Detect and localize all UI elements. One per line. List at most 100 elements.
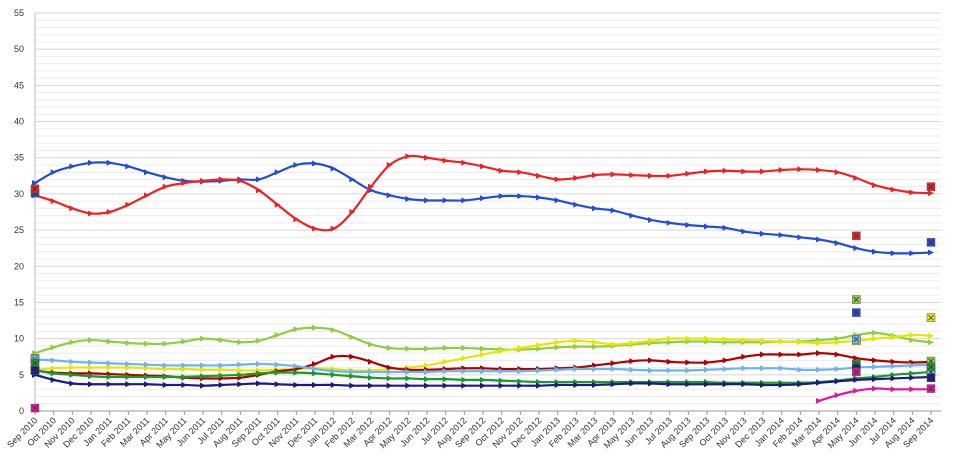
data-point: [237, 371, 244, 378]
data-point: [125, 373, 132, 380]
result-cross: [928, 374, 934, 381]
data-point: [648, 337, 654, 344]
data-point: [218, 176, 225, 183]
data-point: [722, 381, 729, 388]
data-point: [88, 337, 94, 344]
data-point: [330, 353, 337, 360]
data-point: [498, 377, 505, 384]
data-point: [218, 362, 225, 369]
data-point: [816, 397, 822, 404]
data-point: [274, 381, 281, 388]
data-point: [928, 339, 934, 346]
result-marker: [926, 182, 936, 191]
data-point: [536, 342, 542, 349]
data-point: [610, 366, 617, 373]
data-point: [629, 212, 636, 219]
data-point: [648, 367, 654, 374]
data-point: [442, 376, 449, 383]
data-point: [629, 380, 636, 387]
data-point: [666, 381, 673, 388]
data-point: [218, 372, 225, 379]
data-point: [498, 167, 505, 174]
data-point: [106, 364, 113, 371]
data-point: [480, 163, 486, 170]
data-point: [368, 382, 374, 389]
data-point: [536, 194, 542, 201]
data-point: [106, 381, 113, 388]
data-point: [573, 337, 580, 344]
data-point: [760, 365, 766, 372]
data-point: [312, 366, 318, 373]
data-point: [928, 332, 934, 339]
data-point: [704, 381, 710, 388]
data-point: [386, 192, 393, 199]
data-point: [648, 216, 654, 223]
data-point: [685, 381, 692, 388]
result-marker: [30, 366, 40, 375]
data-point: [554, 381, 561, 388]
data-point: [405, 382, 412, 389]
data-point: [890, 375, 897, 382]
data-point: [218, 381, 225, 388]
data-point: [106, 159, 113, 166]
data-point: [424, 376, 430, 383]
result-marker: [926, 373, 936, 382]
data-point: [517, 368, 524, 375]
data-point: [797, 339, 804, 346]
data-point: [125, 339, 132, 346]
data-point: [106, 373, 113, 380]
result-marker: [30, 184, 40, 194]
data-point: [741, 337, 748, 344]
data-point: [741, 228, 748, 235]
data-point: [666, 367, 673, 374]
data-point: [610, 360, 617, 367]
data-point: [162, 373, 169, 380]
data-point: [573, 381, 580, 388]
data-point: [909, 332, 916, 339]
data-point: [424, 197, 430, 204]
data-point: [536, 172, 542, 179]
data-point: [293, 326, 300, 333]
data-point: [256, 380, 262, 387]
data-point: [69, 339, 76, 346]
data-point: [872, 357, 878, 364]
data-point: [330, 326, 337, 333]
data-point: [461, 382, 468, 389]
result-marker: [852, 367, 861, 377]
data-point: [498, 193, 505, 200]
data-point: [442, 345, 449, 352]
data-point: [106, 360, 113, 367]
data-point: [274, 332, 281, 339]
data-point: [144, 381, 150, 388]
data-point: [312, 160, 318, 167]
data-point: [480, 195, 486, 202]
data-point: [200, 362, 206, 369]
data-point: [573, 174, 580, 181]
data-point: [554, 176, 561, 183]
data-point: [760, 381, 766, 388]
data-point: [386, 364, 393, 371]
data-point: [797, 166, 804, 173]
data-point: [666, 172, 673, 179]
data-point: [125, 201, 132, 208]
data-point: [256, 187, 262, 194]
data-point: [872, 329, 878, 336]
data-point: [237, 339, 244, 346]
data-point: [424, 368, 430, 375]
result-cross: [32, 367, 38, 374]
data-point: [349, 382, 356, 389]
data-point: [797, 351, 804, 358]
data-point: [405, 153, 412, 160]
result-markers: [30, 182, 936, 413]
data-point: [312, 370, 318, 377]
data-point: [816, 339, 822, 346]
result-cross: [928, 183, 934, 190]
result-cross: [853, 336, 860, 343]
data-point: [330, 225, 337, 232]
data-point: [872, 385, 878, 392]
data-point: [722, 336, 729, 343]
y-tick-label: 25: [14, 225, 24, 235]
data-point: [498, 382, 505, 389]
result-marker: [926, 362, 936, 372]
data-point: [834, 351, 841, 358]
